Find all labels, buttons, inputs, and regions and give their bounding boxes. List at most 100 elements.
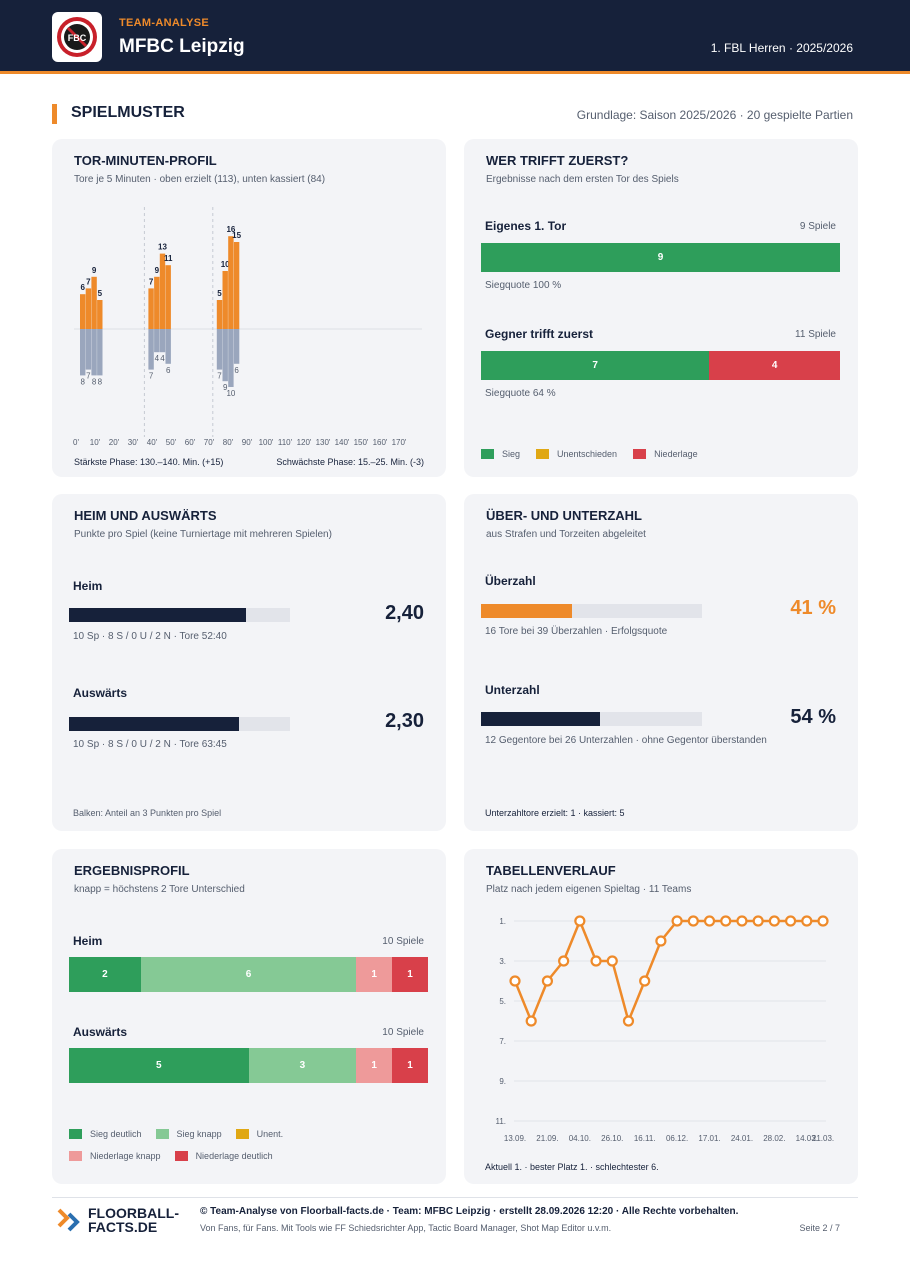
legend-win-clear-swatch bbox=[69, 1129, 82, 1139]
header-kicker: TEAM-ANALYSE bbox=[119, 17, 209, 29]
own-first-goal-games: 9 Spiele bbox=[799, 221, 836, 232]
own-first-goal-quote: Siegquote 100 % bbox=[485, 280, 562, 291]
minutes-card: TOR-MINUTEN-PROFIL Tore je 5 Minuten · o… bbox=[52, 139, 446, 477]
opp-first-goal-games: 11 Spiele bbox=[795, 329, 836, 340]
position-point bbox=[639, 975, 651, 987]
home-detail: 10 Sp · 8 S / 0 U / 2 N · Tore 52:40 bbox=[73, 631, 227, 642]
scored-bar bbox=[165, 265, 171, 329]
legend-draw-result-swatch bbox=[235, 1129, 249, 1139]
results-home-bar: 2 6 1 1 bbox=[69, 957, 428, 992]
scored-bar bbox=[91, 276, 97, 329]
position-point bbox=[525, 1015, 537, 1027]
scored-label: 5 bbox=[98, 289, 103, 298]
scored-bar bbox=[159, 253, 166, 329]
x-tick-label: 170' bbox=[392, 438, 407, 447]
scored-bar bbox=[154, 276, 160, 329]
scored-label: 10 bbox=[221, 260, 230, 269]
x-tick-label: 24.01. bbox=[731, 1134, 753, 1143]
position-point bbox=[541, 975, 554, 987]
position-point bbox=[817, 915, 829, 927]
footer-divider bbox=[52, 1197, 858, 1198]
penaltykill-fill bbox=[481, 712, 601, 726]
legend-win-clear-label: Sieg deutlich bbox=[90, 1129, 142, 1139]
position-point bbox=[784, 915, 797, 927]
section-basis: Grundlage: Saison 2025/2026 · 20 gespiel… bbox=[576, 108, 853, 122]
x-tick-label: 70' bbox=[204, 438, 215, 447]
footer-brand-line2: FACTS.DE bbox=[88, 1219, 158, 1235]
league-season: 1. FBL Herren · 2025/2026 bbox=[710, 41, 853, 55]
away-ppg-track bbox=[69, 717, 290, 731]
home-win-close-segment: 6 bbox=[140, 957, 357, 992]
opp-first-goal-quote: Siegquote 64 % bbox=[485, 388, 556, 399]
x-tick-label: 28.02. bbox=[763, 1134, 785, 1143]
opp-first-goal-label: Gegner trifft zuerst bbox=[485, 327, 594, 341]
scored-bar bbox=[80, 294, 86, 329]
conceded-bar bbox=[216, 329, 223, 370]
powerplay-track bbox=[481, 604, 702, 618]
results-away-label: Auswärts bbox=[73, 1025, 128, 1039]
first-goal-card: WER TRIFFT ZUERST? Ergebnisse nach dem e… bbox=[464, 139, 858, 477]
y-tick-label: 7. bbox=[499, 1037, 506, 1046]
results-card: ERGEBNISPROFIL knapp = höchstens 2 Tore … bbox=[52, 849, 446, 1184]
own-first-goal-label: Eigenes 1. Tor bbox=[485, 219, 567, 233]
legend-win-close-swatch bbox=[155, 1129, 169, 1139]
minutes-subtitle: Tore je 5 Minuten · oben erzielt (113), … bbox=[74, 174, 326, 185]
home-away-title: HEIM UND AUSWÄRTS bbox=[74, 508, 217, 523]
legend-win-label: Sieg bbox=[502, 449, 521, 459]
scored-label: 7 bbox=[149, 277, 154, 286]
x-tick-label: 110' bbox=[278, 438, 293, 447]
scored-bar bbox=[233, 242, 240, 329]
scored-label: 16 bbox=[226, 225, 235, 234]
legend-loss-close-swatch bbox=[69, 1151, 82, 1161]
scored-label: 5 bbox=[217, 289, 222, 298]
logo-lettering: FBC bbox=[68, 33, 87, 43]
x-tick-label: 160' bbox=[373, 438, 388, 447]
opp-first-goal-bar: 7 4 bbox=[481, 351, 840, 380]
penaltykill-detail: 12 Gegentore bei 26 Unterzahlen · ohne G… bbox=[485, 735, 767, 746]
results-away-bar: 5 3 1 1 bbox=[69, 1048, 428, 1083]
position-point bbox=[736, 915, 748, 927]
home-loss-clear-segment: 1 bbox=[392, 957, 428, 992]
away-ppg-value: 2,30 bbox=[385, 710, 424, 732]
penaltykill-label: Unterzahl bbox=[485, 683, 540, 697]
x-tick-label: 17.01. bbox=[698, 1134, 720, 1143]
home-ppg-value: 2,40 bbox=[385, 602, 424, 624]
scored-label: 15 bbox=[232, 231, 241, 240]
y-tick-label: 3. bbox=[499, 957, 506, 966]
results-title: ERGEBNISPROFIL bbox=[74, 863, 190, 878]
conceded-label: 6 bbox=[234, 366, 239, 375]
y-tick-label: 11. bbox=[495, 1117, 506, 1126]
conceded-bar bbox=[159, 329, 166, 353]
powerplay-fill bbox=[481, 604, 572, 618]
results-legend-row2: Niederlage knapp Niederlage deutlich bbox=[69, 1151, 273, 1161]
x-tick-label: 50' bbox=[166, 438, 177, 447]
conceded-bar bbox=[148, 329, 154, 370]
results-home-games: 10 Spiele bbox=[382, 936, 424, 947]
home-loss-close-segment: 1 bbox=[356, 957, 393, 992]
x-tick-label: 16.11. bbox=[634, 1134, 656, 1143]
legend-draw-result-label: Unent. bbox=[256, 1129, 284, 1139]
footer-brand-line1: FLOORBALL- bbox=[88, 1205, 179, 1221]
section-accent bbox=[52, 104, 57, 124]
first-goal-subtitle: Ergebnisse nach dem ersten Tor des Spiel… bbox=[486, 174, 679, 185]
position-point bbox=[655, 935, 667, 947]
legend-win-close-label: Sieg knapp bbox=[176, 1129, 222, 1139]
conceded-label: 10 bbox=[226, 389, 235, 398]
x-tick-label: 90' bbox=[242, 438, 253, 447]
conceded-bar bbox=[154, 329, 160, 353]
legend-loss-swatch bbox=[633, 449, 647, 459]
home-win-clear-segment: 2 bbox=[69, 957, 141, 992]
scored-label: 9 bbox=[92, 266, 97, 275]
penaltykill-track bbox=[481, 712, 702, 726]
away-detail: 10 Sp · 8 S / 0 U / 2 N · Tore 63:45 bbox=[73, 739, 227, 750]
x-tick-label: 60' bbox=[185, 438, 196, 447]
scored-label: 11 bbox=[164, 254, 173, 263]
legend-loss-close-label: Niederlage knapp bbox=[90, 1151, 161, 1161]
own-first-goal-bar: 9 bbox=[481, 243, 840, 272]
x-tick-label: 150' bbox=[354, 438, 369, 447]
team-name: MFBC Leipzig bbox=[119, 36, 245, 57]
scored-bar bbox=[222, 271, 228, 329]
y-tick-label: 9. bbox=[499, 1077, 506, 1086]
conceded-bar bbox=[233, 329, 240, 364]
x-tick-label: 13.09. bbox=[504, 1134, 526, 1143]
